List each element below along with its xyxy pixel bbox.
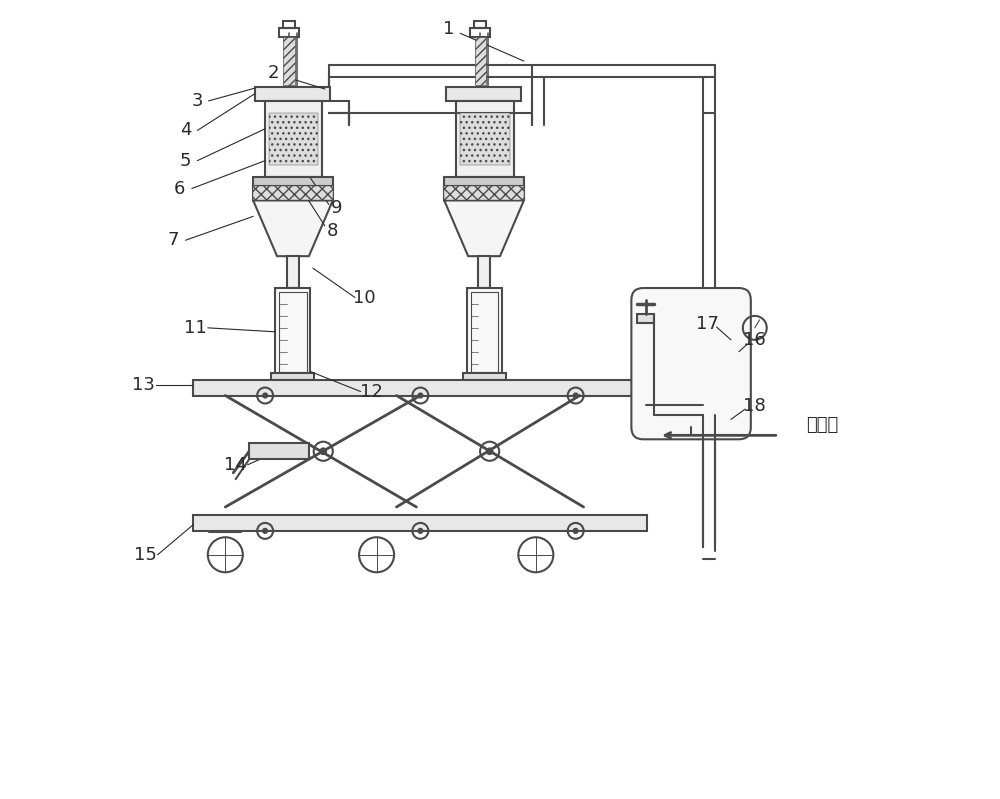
Bar (255, 86, 330, 101)
Bar (253, 186, 333, 201)
Circle shape (418, 393, 423, 398)
Bar (478, 256, 490, 288)
Bar (463, 373, 506, 380)
Bar (456, 101, 514, 177)
Bar (444, 177, 524, 189)
Bar (471, 292, 498, 372)
Bar (287, 256, 299, 288)
Polygon shape (444, 201, 524, 256)
Text: 10: 10 (353, 288, 376, 307)
Text: 1: 1 (443, 20, 454, 38)
Text: 9: 9 (331, 200, 343, 217)
Bar (253, 186, 333, 201)
FancyBboxPatch shape (631, 288, 751, 439)
Text: 14: 14 (224, 455, 247, 474)
Circle shape (573, 393, 578, 398)
Bar (265, 101, 322, 177)
Text: 5: 5 (180, 152, 191, 169)
Bar (271, 373, 314, 380)
Bar (283, 38, 295, 85)
Text: 6: 6 (174, 180, 186, 197)
Bar (474, 22, 486, 28)
Text: 15: 15 (134, 546, 157, 564)
Bar (279, 28, 299, 38)
Bar (279, 292, 307, 372)
Bar (444, 186, 524, 201)
Text: 16: 16 (743, 331, 766, 349)
Text: 17: 17 (696, 315, 718, 333)
Bar (446, 86, 521, 101)
Text: 3: 3 (192, 92, 203, 110)
Circle shape (263, 393, 268, 398)
Bar (637, 313, 654, 323)
Text: 11: 11 (184, 319, 207, 337)
Polygon shape (253, 201, 333, 256)
Bar (470, 28, 490, 38)
Bar (475, 38, 486, 85)
Text: 4: 4 (180, 121, 191, 139)
Text: 空气泵: 空气泵 (806, 416, 839, 434)
Circle shape (486, 448, 493, 455)
Bar (253, 177, 333, 189)
Text: 13: 13 (132, 376, 155, 394)
Text: 12: 12 (360, 383, 382, 400)
Circle shape (573, 528, 578, 533)
Bar (444, 186, 524, 201)
Text: 18: 18 (743, 397, 766, 415)
Bar (460, 113, 510, 165)
Circle shape (418, 528, 423, 533)
Bar (275, 288, 310, 376)
Bar (283, 22, 295, 28)
Bar (269, 113, 318, 165)
Text: 8: 8 (327, 221, 338, 240)
Text: 2: 2 (267, 64, 279, 82)
Bar (193, 515, 647, 531)
Circle shape (320, 448, 326, 455)
Text: 7: 7 (168, 231, 179, 249)
Bar (193, 380, 647, 396)
Bar (249, 443, 309, 459)
Circle shape (263, 528, 268, 533)
Bar (467, 288, 502, 376)
